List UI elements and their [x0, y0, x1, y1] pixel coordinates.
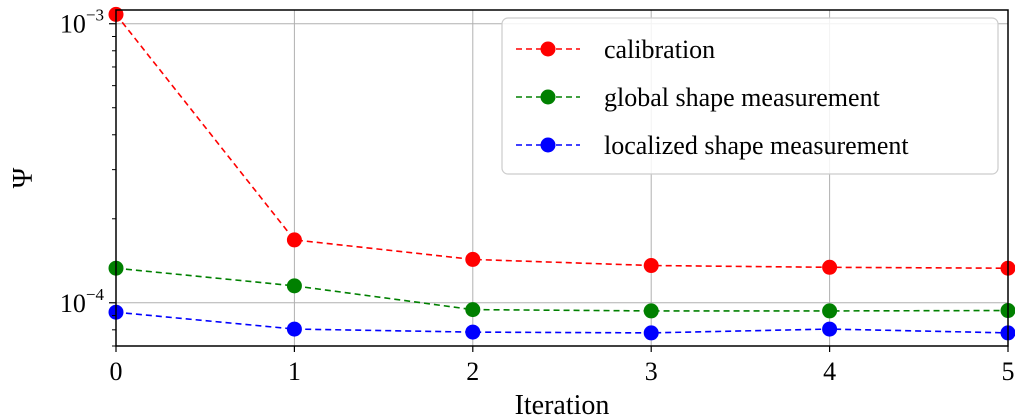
- x-tick-label: 4: [823, 357, 836, 386]
- legend-marker: [540, 137, 556, 153]
- series-line: [115, 311, 1009, 334]
- series-1: [108, 260, 1015, 319]
- x-tick-label: 5: [1002, 357, 1015, 386]
- x-tick-label: 2: [466, 357, 479, 386]
- plot-frame: [115, 9, 1009, 347]
- y-axis-label: Ψ: [8, 167, 39, 188]
- data-point: [643, 325, 659, 341]
- series-line: [115, 13, 1009, 270]
- data-point: [465, 302, 481, 318]
- legend-marker: [540, 41, 556, 57]
- y-tick-label: 10−3: [60, 6, 104, 39]
- data-point: [822, 303, 838, 319]
- data-point: [286, 321, 302, 337]
- series-layer: [108, 6, 1015, 341]
- legend-marker: [540, 89, 556, 105]
- data-point: [822, 321, 838, 337]
- y-tick-label: 10−4: [60, 285, 105, 318]
- series-0: [108, 6, 1015, 276]
- legend-box: [501, 17, 999, 175]
- x-tick-label: 0: [110, 357, 123, 386]
- data-point: [643, 303, 659, 319]
- legend-label: global shape measurement: [604, 83, 881, 112]
- legend-entry: global shape measurement: [516, 83, 881, 112]
- data-point: [286, 232, 302, 248]
- legend-label: calibration: [604, 35, 715, 64]
- data-point: [286, 278, 302, 294]
- axis-ticks: 0 1 2 3 4 5 10−3 10−4: [60, 6, 1015, 386]
- x-tick-label: 1: [288, 357, 301, 386]
- series-line: [115, 267, 1009, 312]
- legend-entry: localized shape measurement: [516, 131, 909, 160]
- data-point: [643, 258, 659, 274]
- x-tick-label: 3: [645, 357, 658, 386]
- x-axis-label: Iteration: [515, 390, 610, 419]
- data-point: [465, 251, 481, 267]
- legend: calibration global shape measurement local…: [501, 17, 999, 175]
- legend-entry: calibration: [516, 35, 715, 64]
- legend-label: localized shape measurement: [604, 131, 909, 160]
- data-point: [822, 259, 838, 275]
- data-point: [465, 324, 481, 340]
